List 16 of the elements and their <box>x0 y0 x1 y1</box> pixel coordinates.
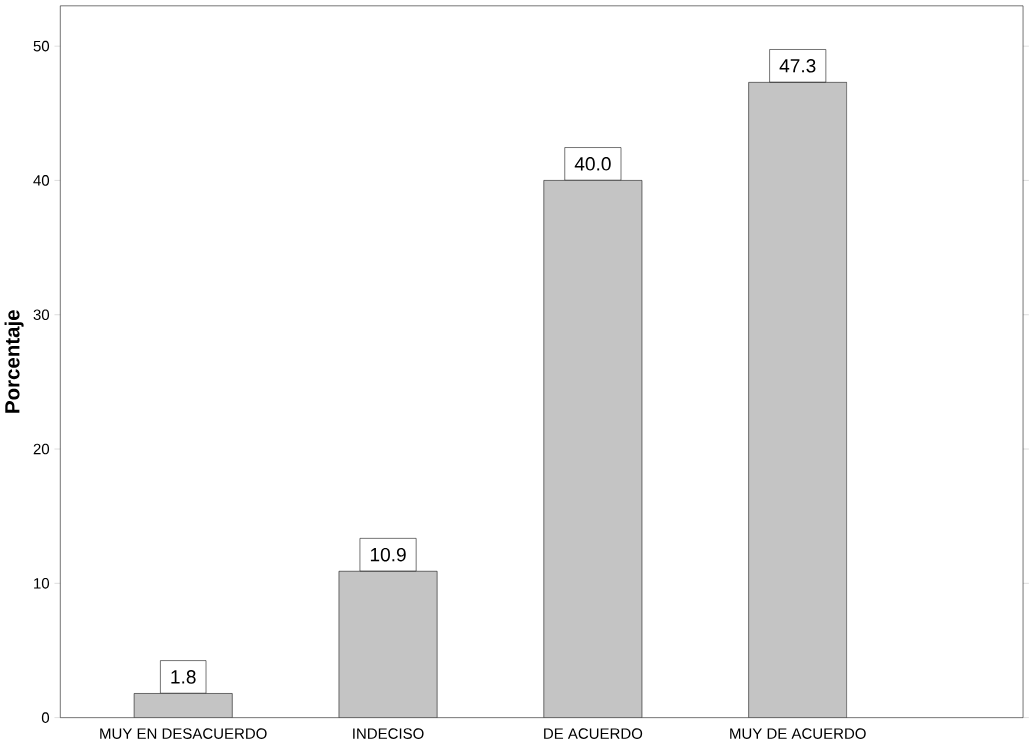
data-label: 10.9 <box>370 547 406 562</box>
y-tick-label: 30 <box>33 309 50 320</box>
y-axis-title: Porcentaje <box>4 309 24 413</box>
y-tick-label: 50 <box>33 40 50 52</box>
bar <box>133 692 233 718</box>
data-label: 47.3 <box>779 58 816 73</box>
y-tick-label: 10 <box>34 577 50 589</box>
data-label: 40.0 <box>574 156 611 171</box>
y-tick-label: 20 <box>33 443 50 455</box>
y-tick-label: 40 <box>33 174 50 186</box>
x-tick-label: MUY DE ACUERDO <box>730 728 866 739</box>
y-tick-label: 0 <box>41 712 50 723</box>
x-tick-label: MUY EN DESACUERDO <box>100 728 267 739</box>
x-tick-label: INDECISO <box>353 728 424 739</box>
data-label: 1.8 <box>171 669 196 684</box>
x-tick-label: DE ACUERDO <box>544 728 643 739</box>
